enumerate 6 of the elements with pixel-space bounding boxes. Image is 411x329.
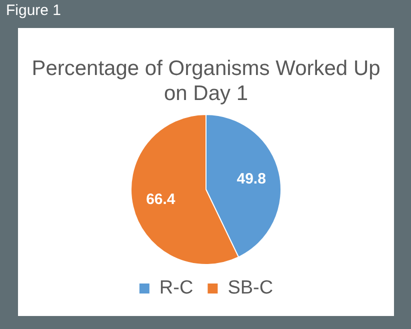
- legend-label: SB-C: [228, 278, 274, 299]
- data-label: 66.4: [146, 190, 176, 208]
- caption: Figure 1: [6, 2, 62, 19]
- data-label: 49.8: [236, 170, 266, 188]
- legend-label: R-C: [159, 278, 194, 299]
- chart-title: Percentage of Organisms Worked Up on Day 1: [30, 56, 382, 106]
